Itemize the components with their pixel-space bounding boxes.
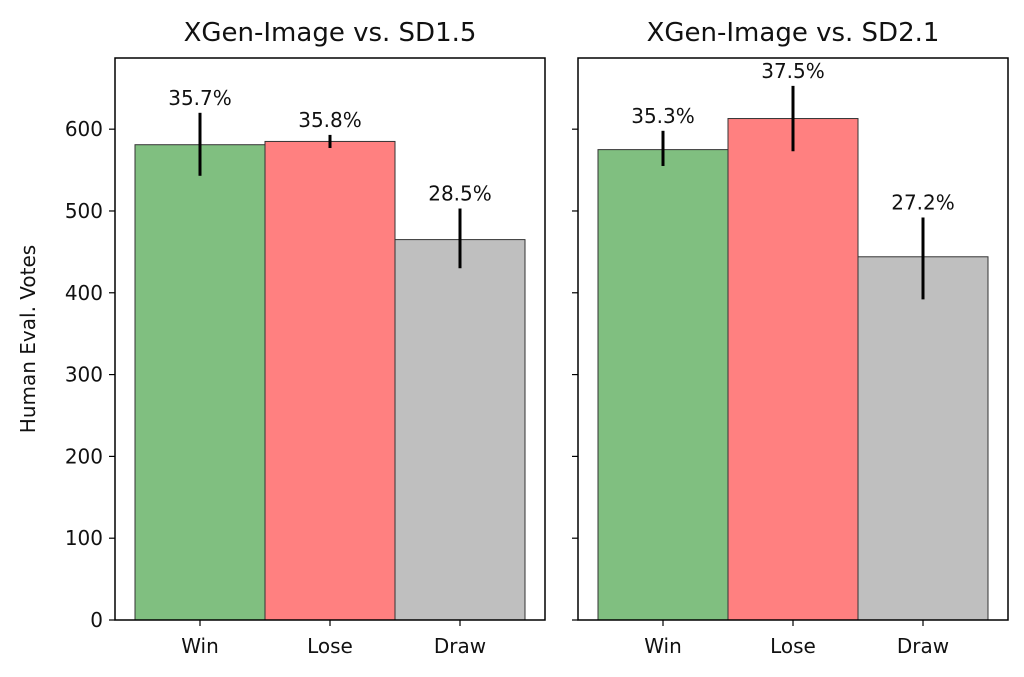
bar-lose bbox=[727, 118, 859, 621]
y-tick-label: 0 bbox=[90, 608, 103, 632]
y-tick-label: 300 bbox=[65, 363, 103, 387]
x-tick-label-lose: Lose bbox=[770, 634, 816, 658]
data-label-win: 35.7% bbox=[168, 86, 232, 110]
bar-draw bbox=[394, 239, 526, 621]
bar-win bbox=[597, 149, 729, 621]
data-label-draw: 28.5% bbox=[428, 182, 492, 206]
chart-title: XGen-Image vs. SD1.5 bbox=[184, 18, 477, 48]
y-axis-label: Human Eval. Votes bbox=[16, 245, 40, 433]
y-tick-label: 200 bbox=[65, 444, 103, 468]
x-tick-label-lose: Lose bbox=[307, 634, 353, 658]
x-tick-label-win: Win bbox=[181, 634, 219, 658]
bar-lose bbox=[264, 140, 396, 621]
plot-frame bbox=[577, 57, 1009, 621]
y-tick-label: 400 bbox=[65, 281, 103, 305]
data-label-lose: 37.5% bbox=[761, 59, 825, 83]
chart-title: XGen-Image vs. SD2.1 bbox=[647, 18, 940, 48]
bar-draw bbox=[857, 256, 989, 621]
x-tick-label-draw: Draw bbox=[897, 634, 949, 658]
y-tick-label: 600 bbox=[65, 117, 103, 141]
x-tick-label-draw: Draw bbox=[434, 634, 486, 658]
bar-win bbox=[134, 144, 266, 621]
data-label-draw: 27.2% bbox=[891, 191, 955, 215]
panel-sd15: 35.7% Win 35.8% Lose 28.5% Draw 0 100 200 300 400 5… bbox=[16, 18, 546, 658]
x-tick-label-win: Win bbox=[644, 634, 682, 658]
data-label-lose: 35.8% bbox=[298, 108, 362, 132]
plot-frame bbox=[114, 57, 546, 621]
panel-sd21: 35.3% Win 37.5% Lose 27.2% Draw XGen-Image vs.… bbox=[572, 18, 1009, 658]
y-tick-label: 100 bbox=[65, 526, 103, 550]
y-tick-label: 500 bbox=[65, 199, 103, 223]
data-label-win: 35.3% bbox=[631, 104, 695, 128]
